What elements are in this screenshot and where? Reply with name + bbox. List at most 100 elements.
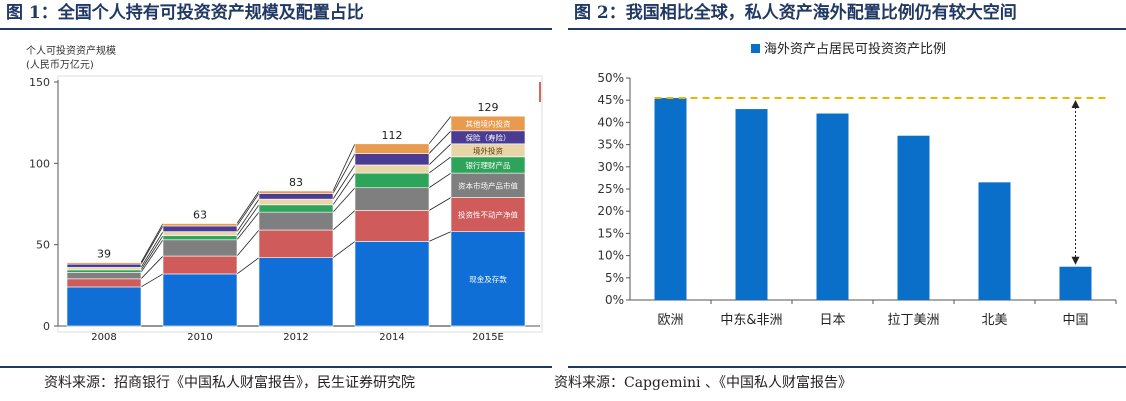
chart-1-y-tick-label: 150 <box>29 76 50 89</box>
chart-1-bar-segment <box>162 225 238 232</box>
chart-2-y-tick-label: 5% <box>605 271 624 285</box>
chart-1-bar-segment <box>258 198 334 206</box>
chart-1-connector-line <box>332 172 356 206</box>
chart-1-segment-label: 资本市场产品市值 <box>458 180 518 190</box>
chart-1-bar-segment <box>162 273 238 327</box>
chart-1-bar-segment <box>66 269 142 273</box>
chart-1-connector-line <box>428 197 452 211</box>
figure-1-source: 资料来源：招商银行《中国私人财富报告》，民生证券研究院 <box>44 375 415 391</box>
chart-1-segment-label: 保险（寿险） <box>466 132 511 142</box>
chart-2-y-tick-label: 10% <box>597 249 624 263</box>
chart-1-bar-segment <box>354 210 430 242</box>
chart-1-axis-unit: (人民币万亿元) <box>26 58 94 71</box>
chart-1-axis-title: 个人可投资资产规模 <box>26 44 116 57</box>
chart-2-y-tick-label: 25% <box>597 182 624 196</box>
chart-1-connector-line <box>428 115 452 145</box>
chart-2-bar <box>978 182 1011 300</box>
chart-2-legend-label: 海外资产占居民可投资资产比例 <box>764 41 946 57</box>
chart-1-x-tick-label: 2010 <box>187 332 212 343</box>
chart-1-segment-label: 银行理财产品 <box>466 160 511 170</box>
chart-2-x-tick-label: 北美 <box>981 313 1007 328</box>
figure-2-title-rule <box>568 28 1126 30</box>
chart-1-bar-segment <box>354 187 430 211</box>
chart-1-connector-line <box>140 255 164 280</box>
chart-1-bar-segment <box>66 262 142 265</box>
chart-1-bar-segment <box>354 153 430 166</box>
figure-2-source: 资料来源：Capgemini 、《中国私人财富报告》 <box>554 375 852 391</box>
chart-1-bar-segment <box>66 267 142 271</box>
chart-1-connector-line <box>428 231 452 242</box>
chart-1-connector-line <box>236 211 260 241</box>
chart-1-x-tick-label: 2015E <box>472 332 504 343</box>
chart-1-y-tick-label: 50 <box>36 239 50 252</box>
chart-1-bar-segment <box>258 204 334 213</box>
chart-1-connector-line <box>236 229 260 257</box>
chart-2-legend-swatch <box>751 44 760 53</box>
chart-1-bar-segment <box>258 193 334 200</box>
chart-1-total-label: 129 <box>478 101 499 114</box>
chart-1-connector-line <box>140 231 164 268</box>
figure-1-title-rule <box>0 28 552 30</box>
chart-1-bar-segment <box>354 143 430 154</box>
chart-1-connector-line <box>332 164 356 200</box>
chart-1-total-label: 63 <box>193 209 207 222</box>
chart-2-bar <box>1059 266 1092 300</box>
chart-1-x-tick-label: 2012 <box>283 332 308 343</box>
figure-1-chart: 个人可投资资产规模 (人民币万亿元) 0 50 100 150 39 63 83 112 12… <box>26 44 543 343</box>
chart-2-y-tick-label: 35% <box>597 138 624 152</box>
chart-1-bar-segment <box>162 231 238 237</box>
chart-1-connector-line <box>140 239 164 273</box>
figure-2-source-rule <box>568 366 1126 368</box>
chart-1-bar-segment <box>354 241 430 327</box>
chart-1-segment-label: 现金及存款 <box>469 274 507 284</box>
chart-1-connector-line <box>140 273 164 288</box>
chart-2-arrow-up-icon <box>1071 99 1080 108</box>
chart-1-bar-segment <box>162 223 238 227</box>
chart-1-bar-segment <box>354 172 430 189</box>
chart-1-segment-label: 投资性不动产净值 <box>458 210 518 220</box>
chart-1-bar-segment <box>258 190 334 194</box>
chart-2-bar <box>735 109 768 300</box>
chart-1-bar-segment <box>162 235 238 241</box>
chart-1-y-tick-label: 100 <box>29 157 50 170</box>
chart-2-bar <box>654 97 687 300</box>
chart-1-bar-segment <box>66 286 142 327</box>
chart-2-y-tick-label: 0% <box>605 293 624 307</box>
chart-1-connector-line <box>428 130 452 154</box>
chart-1-segment-label: 境外投资 <box>473 145 503 155</box>
chart-1-total-label: 112 <box>382 129 403 142</box>
chart-1-bar-segment <box>258 229 334 258</box>
chart-1-bar-segment <box>258 211 334 231</box>
chart-1-total-label: 39 <box>97 248 111 261</box>
chart-1-bar-segment <box>66 263 142 268</box>
figure-1-source-rule <box>0 366 552 368</box>
chart-1-connector-line <box>332 210 356 231</box>
chart-2-y-tick-label: 50% <box>597 71 624 85</box>
chart-1-bar-segment <box>162 239 238 257</box>
chart-1-connector-line <box>236 257 260 275</box>
chart-1-bar-segment <box>450 231 526 327</box>
figure-1-title: 图 1：全国个人持有可投资资产规模及配置占比 <box>6 3 364 23</box>
chart-2-y-tick-label: 20% <box>597 204 624 218</box>
chart-1-connector-line <box>428 172 452 189</box>
chart-1-connector-line <box>140 225 164 265</box>
chart-1-bar-segment <box>66 278 142 288</box>
chart-1-y-tick-label: 0 <box>43 320 50 333</box>
chart-1-connector-line <box>236 190 260 224</box>
chart-2-x-tick-label: 拉丁美洲 <box>887 313 939 328</box>
chart-2-y-tick-label: 30% <box>597 160 624 174</box>
chart-2-x-tick-label: 日本 <box>819 313 845 328</box>
chart-1-connector-line <box>332 187 356 213</box>
chart-2-bar <box>897 135 930 300</box>
chart-1-total-label: 83 <box>289 176 303 189</box>
chart-1-bar-segment <box>66 272 142 280</box>
chart-2-x-tick-label: 中东&非洲 <box>720 313 782 328</box>
chart-1-bar-segment <box>162 255 238 275</box>
chart-1-connector-line <box>140 235 164 271</box>
chart-1-connector-line <box>428 143 452 166</box>
chart-2-y-tick-label: 45% <box>597 93 624 107</box>
figure-2-title: 图 2：我国相比全球，私人资产海外配置比例仍有较大空间 <box>574 3 1017 23</box>
chart-2-y-tick-label: 40% <box>597 115 624 129</box>
chart-1-connector-line <box>140 223 164 263</box>
chart-1-segment-label: 其他境内投资 <box>466 118 511 128</box>
